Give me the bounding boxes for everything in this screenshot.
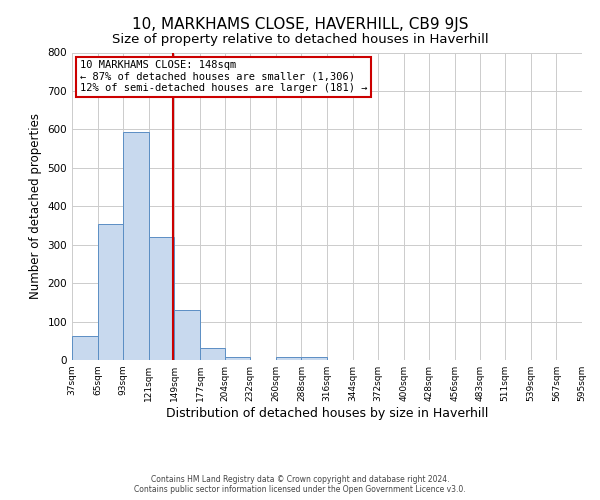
Bar [149, 237, 175, 360]
X-axis label: Distribution of detached houses by size in Haverhill: Distribution of detached houses by size … [166, 407, 488, 420]
Text: Contains HM Land Registry data © Crown copyright and database right 2024.
Contai: Contains HM Land Registry data © Crown c… [134, 474, 466, 494]
Bar [276, 357, 301, 360]
Bar [224, 357, 250, 360]
Bar [98, 224, 123, 360]
Bar [301, 357, 327, 360]
Bar [72, 336, 98, 360]
Bar [200, 348, 224, 360]
Text: Size of property relative to detached houses in Haverhill: Size of property relative to detached ho… [112, 32, 488, 46]
Bar [123, 132, 149, 360]
Text: 10, MARKHAMS CLOSE, HAVERHILL, CB9 9JS: 10, MARKHAMS CLOSE, HAVERHILL, CB9 9JS [132, 18, 468, 32]
Y-axis label: Number of detached properties: Number of detached properties [29, 114, 42, 299]
Text: 10 MARKHAMS CLOSE: 148sqm
← 87% of detached houses are smaller (1,306)
12% of se: 10 MARKHAMS CLOSE: 148sqm ← 87% of detac… [80, 60, 367, 94]
Bar [175, 310, 200, 360]
